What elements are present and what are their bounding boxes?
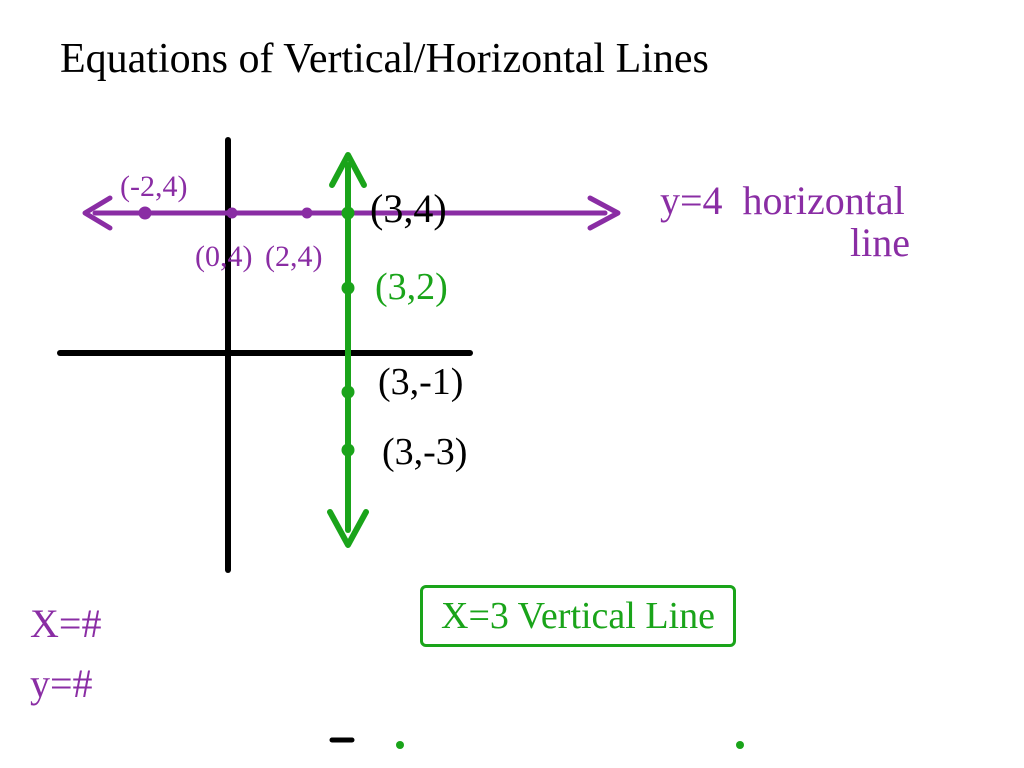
point-label-3-neg1: (3,-1) — [378, 360, 463, 404]
stray-dot-2 — [736, 741, 744, 749]
horizontal-eq-line2: line — [660, 220, 910, 265]
vertical-line — [330, 155, 366, 545]
point-label-3-neg3: (3,-3) — [382, 430, 467, 474]
horizontal-equation-label: y=4 horizontal line — [660, 180, 910, 264]
diagram-canvas: Equations of Vertical/Horizontal Lines — [0, 0, 1024, 768]
point-label-3-4: (3,4) — [370, 185, 447, 232]
graph-svg — [0, 0, 1024, 768]
stray-dot-1 — [396, 741, 404, 749]
point-label-3-2: (3,2) — [375, 265, 448, 309]
page-title: Equations of Vertical/Horizontal Lines — [60, 35, 709, 83]
horizontal-eq-line1: y=4 horizontal — [660, 178, 905, 223]
point-label-2-4: (2,4) — [265, 240, 322, 274]
point-label-0-4: (0,4) — [195, 240, 252, 274]
note-y-equals-hash: y=# — [30, 660, 93, 707]
note-x-equals-hash: X=# — [30, 600, 101, 647]
point-label-neg2-4: (-2,4) — [120, 170, 187, 204]
vertical-equation-box: X=3 Vertical Line — [420, 585, 736, 647]
